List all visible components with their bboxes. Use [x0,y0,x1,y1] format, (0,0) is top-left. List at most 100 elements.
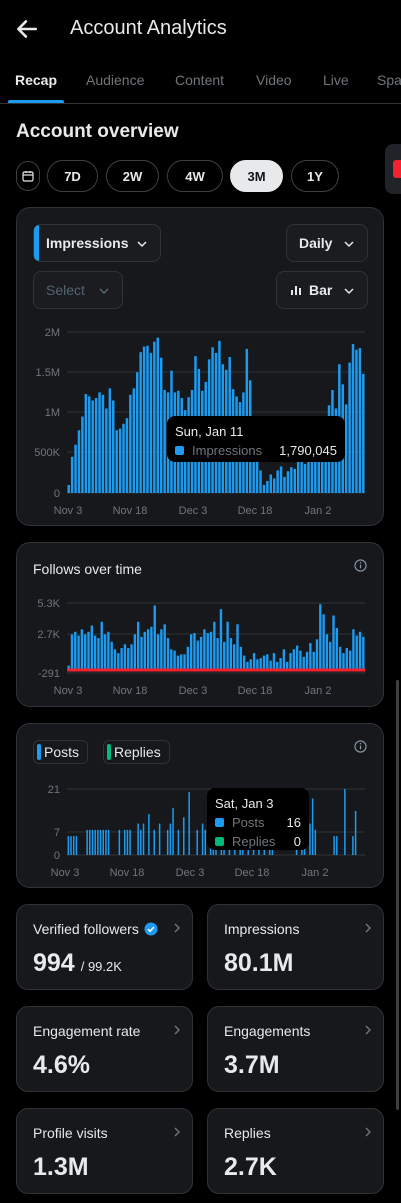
bar [149,352,153,493]
date-range-selector: 7D 2W 4W 3M 1Y [16,160,401,192]
bar [309,643,312,670]
bar [150,626,153,670]
bar [286,471,290,493]
y-tick-label: 0 [54,850,60,862]
compare-select-dropdown[interactable]: Select [33,271,123,309]
period-dropdown[interactable]: Daily [286,224,368,262]
legend-replies[interactable]: Replies [103,740,170,764]
bar [352,836,354,855]
bar [98,392,101,494]
bar [146,345,149,493]
bar [209,631,213,670]
stat-verified-followers[interactable]: Verified followers 994 / 99.2K [16,904,193,990]
bar [320,459,324,493]
bar [99,829,102,855]
scrollbar[interactable] [396,680,399,1110]
x-tick-label: Dec 3 [179,685,208,697]
bar [88,396,91,493]
bar [262,655,266,670]
back-arrow-icon[interactable] [14,16,40,42]
tab-bar: Recap Audience Content Video Live Spa [0,60,401,104]
bar [156,337,160,493]
stat-impressions[interactable]: Impressions 80.1M [207,904,384,990]
calendar-button[interactable] [16,161,40,191]
y-tick-label: 1M [45,407,60,419]
follows-bar-chart[interactable]: 5.3K 2.7K -291 Nov 3 Nov 18 Dec 3 Dec 18 Jan 2 [17,591,385,701]
side-card-peek[interactable] [385,144,401,194]
bar [362,373,365,493]
bar [135,372,139,493]
tab-content[interactable]: Content [175,72,225,88]
bar [256,659,259,670]
metric-dropdown[interactable]: Impressions [33,224,161,262]
bar [180,654,183,670]
bar [77,430,81,493]
bar [293,468,297,493]
bar [183,654,186,670]
bar [295,645,299,670]
posts-swatch [37,744,41,760]
bar [177,829,180,855]
chevron-right-icon [365,1127,371,1137]
chart-type-label: Bar [309,282,333,298]
page-title: Account Analytics [70,17,227,39]
legend-posts[interactable]: Posts [33,740,89,764]
tab-audience[interactable]: Audience [86,72,145,88]
bar [172,807,174,855]
bar [242,655,246,670]
x-tick-label: Nov 18 [113,505,148,517]
range-1y-button[interactable]: 1Y [291,160,339,192]
tab-live[interactable]: Live [323,72,349,88]
verified-badge-icon [144,922,158,936]
tab-spaces[interactable]: Spa [377,72,401,88]
info-icon[interactable] [354,559,367,572]
y-tick-label: 500K [34,447,60,459]
legend-posts-label: Posts [44,744,80,760]
stat-profile-visits[interactable]: Profile visits 1.3M [16,1108,193,1194]
bar [255,448,259,493]
bar [305,651,309,670]
stat-value: 994 / 99.2K [33,949,122,978]
bar [67,484,70,493]
bar [309,823,311,855]
bar [74,444,77,493]
posts-tooltip: Sat, Jan 3 Posts 16 Replies 0 [207,788,309,850]
bar [139,352,142,494]
bar [338,646,342,670]
y-tick-label: 1.5M [36,367,60,379]
stat-engagements[interactable]: Engagements 3.7M [207,1006,384,1092]
stat-engagement-rate[interactable]: Engagement rate 4.6% [16,1006,193,1092]
bar [322,614,325,670]
stat-value: 4.6% [33,1051,90,1079]
range-7d-button[interactable]: 7D [47,160,98,192]
stat-replies[interactable]: Replies 2.7K [207,1108,384,1194]
bar [160,629,163,670]
tooltip-date: Sat, Jan 3 [215,796,274,811]
chart-type-dropdown[interactable]: Bar [276,271,368,309]
info-icon[interactable] [354,740,367,753]
bar [319,604,322,670]
bar [126,829,129,855]
bar [315,639,319,670]
bar [137,621,140,670]
range-3m-button[interactable]: 3M [230,160,283,192]
bar [262,484,266,493]
bar [102,829,104,855]
range-2w-button[interactable]: 2W [106,160,159,192]
calendar-icon [22,171,34,182]
posts-bar-chart[interactable]: 21 7 0 Nov 3 Nov 18 Dec 3 Dec 18 Jan 2 [17,779,385,884]
bar [75,836,78,855]
bar [276,470,279,493]
bar [336,836,338,855]
tab-video[interactable]: Video [256,72,292,88]
replies-swatch [107,744,111,760]
bar [302,656,305,670]
range-4w-button[interactable]: 4W [167,160,223,192]
tab-recap[interactable]: Recap [15,72,58,88]
bar [201,823,204,855]
bar [183,817,185,855]
x-tick-label: Jan 2 [305,505,332,517]
tooltip-value: 1,790,045 [279,443,337,458]
bar [252,653,256,670]
follows-card: Follows over time 5.3K 2.7K -291 Nov 3 Nov 1… [16,542,384,707]
